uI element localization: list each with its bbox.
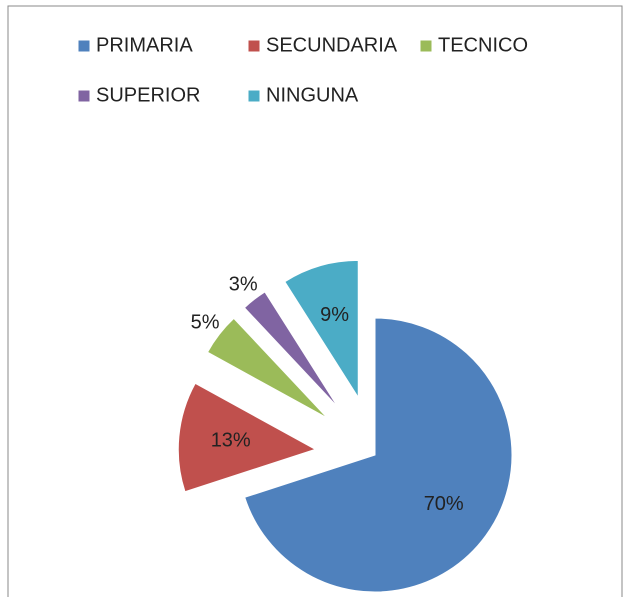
legend-label: PRIMARIA bbox=[96, 34, 193, 56]
pie-slice bbox=[177, 382, 317, 493]
legend-label: NINGUNA bbox=[266, 84, 359, 106]
pie-slice bbox=[243, 291, 339, 408]
legend-label: TECNICO bbox=[438, 34, 528, 56]
legend-swatch bbox=[419, 39, 433, 53]
legend-swatch bbox=[77, 89, 91, 103]
pie-slice bbox=[284, 259, 359, 400]
legend-label: SUPERIOR bbox=[96, 84, 200, 106]
data-label: 3% bbox=[229, 273, 258, 295]
data-label: 9% bbox=[320, 304, 349, 326]
legend-swatch bbox=[247, 39, 261, 53]
data-label: 70% bbox=[424, 493, 464, 515]
legend-swatch bbox=[77, 39, 91, 53]
pie-slice bbox=[206, 317, 328, 419]
legend-swatch bbox=[247, 89, 261, 103]
legend-label: SECUNDARIA bbox=[266, 34, 398, 56]
data-label: 5% bbox=[191, 312, 220, 334]
pie-slice bbox=[244, 317, 513, 593]
data-label: 13% bbox=[211, 430, 251, 452]
